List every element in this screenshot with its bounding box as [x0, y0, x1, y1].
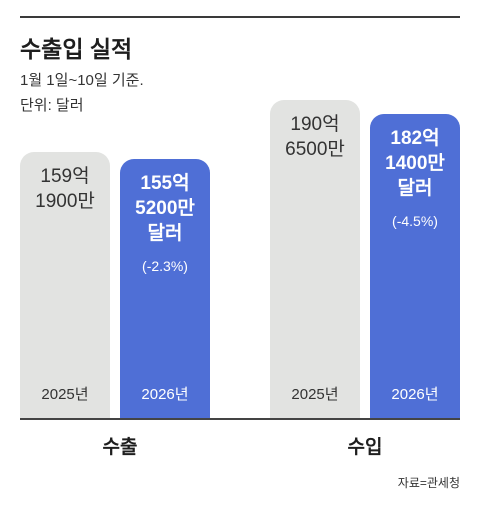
- chart-subtitle: 1월 1일~10일 기준. 단위: 달러: [20, 68, 144, 118]
- bar-year-label: 2026년: [391, 386, 439, 403]
- export-prev-bar: 159억 1900만 2025년: [20, 152, 110, 418]
- chart-title: 수출입 실적: [20, 36, 133, 62]
- bar-year-label: 2026년: [141, 386, 189, 403]
- top-rule: [20, 16, 460, 18]
- source-note: 자료=관세청: [397, 476, 460, 490]
- bar-value-label: 159억 1900만: [35, 166, 95, 212]
- unit-note: 단위: 달러: [20, 97, 84, 114]
- export-curr-bar: 155억 5200만 달러 (-2.3%) 2026년: [120, 159, 210, 418]
- category-label-import: 수입: [347, 437, 383, 458]
- import-curr-bar: 182억 1400만 달러 (-4.5%) 2026년: [370, 114, 460, 418]
- bar-year-label: 2025년: [41, 386, 89, 403]
- chart-baseline: [20, 418, 460, 420]
- category-label-export: 수출: [102, 437, 138, 458]
- bar-value-label: 155억 5200만 달러: [135, 173, 195, 244]
- bar-year-label: 2025년: [291, 386, 339, 403]
- bar-value-label: 182억 1400만 달러: [385, 128, 445, 199]
- change-percent-label: (-2.3%): [142, 258, 188, 274]
- period-note: 1월 1일~10일 기준.: [20, 72, 144, 89]
- change-percent-label: (-4.5%): [392, 213, 438, 229]
- import-prev-bar: 190억 6500만 2025년: [270, 100, 360, 418]
- bar-value-label: 190억 6500만: [285, 114, 345, 160]
